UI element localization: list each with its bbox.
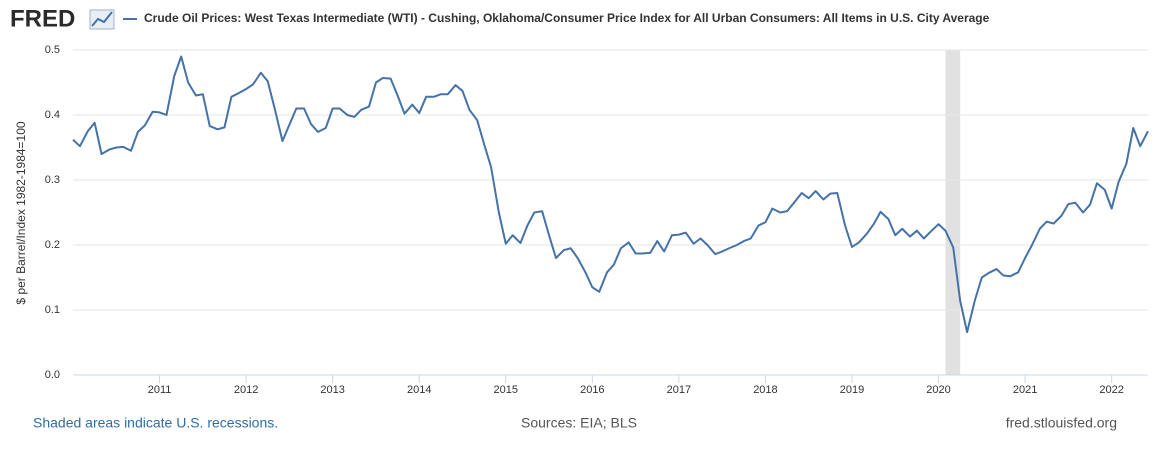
y-tick-label: 0.0 (45, 369, 60, 381)
y-tick-label: 0.1 (45, 304, 60, 316)
y-tick-label: 0.2 (45, 239, 60, 251)
x-tick-label: 2013 (320, 384, 344, 396)
x-tick-label: 2012 (234, 384, 258, 396)
legend-label: Crude Oil Prices: West Texas Intermediat… (144, 11, 990, 25)
y-axis-label: $ per Barrel/Index 1982-1984=100 (14, 121, 28, 304)
y-tick-label: 0.4 (45, 109, 60, 121)
x-tick-label: 2014 (407, 384, 431, 396)
x-tick-label: 2020 (926, 384, 950, 396)
sources: Sources: EIA; BLS (521, 415, 637, 431)
recession-note: Shaded areas indicate U.S. recessions. (33, 415, 278, 431)
recession-band (945, 50, 961, 375)
x-tick-label: 2019 (840, 384, 864, 396)
logo: FRED (10, 5, 75, 32)
x-tick-label: 2016 (580, 384, 604, 396)
x-tick-label: 2017 (667, 384, 691, 396)
x-tick-label: 2018 (753, 384, 777, 396)
data-line (72, 55, 1149, 334)
x-tick-label: 2011 (148, 384, 172, 396)
x-tick-label: 2022 (1099, 384, 1123, 396)
x-tick-label: 2021 (1013, 384, 1037, 396)
logo-icon (89, 9, 115, 30)
site-url: fred.stlouisfed.org (1006, 415, 1117, 431)
y-tick-label: 0.3 (45, 174, 60, 186)
x-tick-label: 2015 (494, 384, 518, 396)
y-tick-label: 0.5 (45, 44, 60, 56)
